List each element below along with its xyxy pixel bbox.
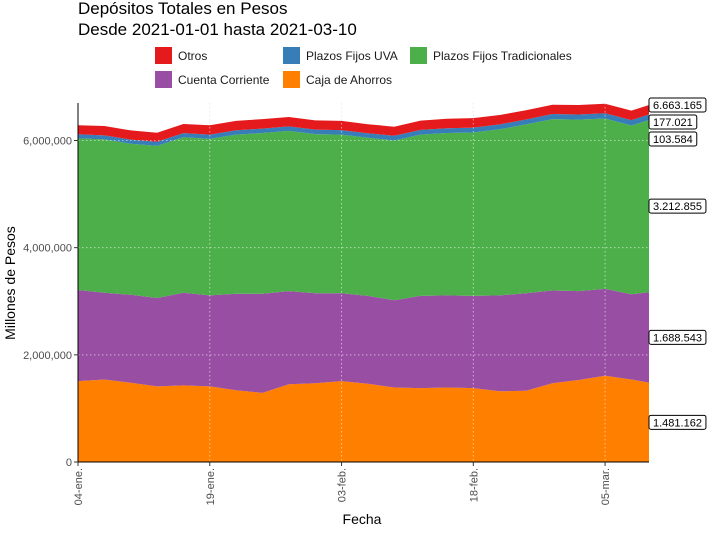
legend-item-otros: Otros [155,47,207,64]
end-label-cuenta-corriente: 1.688.543 [648,329,707,345]
legend-label: Cuenta Corriente [178,73,270,87]
area-otros [78,103,649,142]
y-tick-label: 0 [66,457,72,469]
end-label-caja-de-ahorros: 1.481.162 [648,414,707,430]
legend-swatch [283,47,300,64]
end-value-labels: 6.663.165 177.021 103.584 3.212.855 1.688.54… [648,97,707,430]
end-label-box [648,198,707,214]
legend-swatch [155,71,172,88]
end-label-value: 6.663.165 [653,100,702,112]
series-areas [77,103,649,462]
legend-item-plazos-fijos-tradicionales: Plazos Fijos Tradicionales [410,47,572,64]
end-label-box [648,97,707,113]
x-tick-label: 05-mar. [600,468,612,505]
legend: Otros Plazos Fijos UVA Plazos Fijos Tradic… [155,47,572,88]
legend-swatch [155,47,172,64]
end-label-otros: 177.021 [648,114,698,130]
chart-title: Depósitos Totales en Pesos [78,0,287,18]
y-tick-label: 2,000,000 [23,350,72,362]
y-tick-label: 6,000,000 [23,136,72,148]
end-label-box [648,131,698,147]
end-label-total: 6.663.165 [648,97,707,113]
end-label-value: 1.688.543 [653,332,702,344]
end-label-plazos-fijos-tradicionales: 3.212.855 [648,198,707,214]
chart-subtitle: Desde 2021-01-01 hasta 2021-03-10 [78,20,357,39]
end-label-box [648,329,707,345]
x-tick-label: 04-ene. [73,468,85,505]
legend-label: Plazos Fijos UVA [306,49,398,63]
x-axis-title: Fecha [343,511,382,527]
legend-label: Caja de Ahorros [306,73,392,87]
area-plazos-fijos-uva [78,113,649,146]
area-cuenta-corriente [78,288,649,393]
legend-item-plazos-fijos-uva: Plazos Fijos UVA [283,47,398,64]
x-tick-labels: 04-ene. 19-ene. 03-feb. 18-feb. 05-mar. [73,462,612,505]
end-label-box [648,414,707,430]
y-axis-title: Millones de Pesos [2,226,18,340]
end-label-plazos-fijos-uva: 103.584 [648,131,698,147]
legend-label: Otros [178,49,207,63]
x-tick-label: 19-ene. [205,468,217,505]
end-label-value: 3.212.855 [653,201,702,213]
y-tick-labels: 0 2,000,000 4,000,000 6,000,000 [23,136,78,469]
end-label-value: 177.021 [653,117,693,129]
end-label-box [648,114,698,130]
legend-item-cuenta-corriente: Cuenta Corriente [155,71,270,88]
legend-label: Plazos Fijos Tradicionales [433,49,572,63]
y-tick-label: 4,000,000 [23,243,72,255]
area-caja-de-ahorros [78,375,649,462]
legend-swatch [410,47,427,64]
x-tick-label: 03-feb. [337,468,349,502]
end-label-value: 1.481.162 [653,417,702,429]
axes [77,103,649,463]
x-tick-label: 18-feb. [468,468,480,502]
end-label-value: 103.584 [653,134,693,146]
legend-item-caja-de-ahorros: Caja de Ahorros [283,71,392,88]
area-plazos-fijos-tradicionales [78,118,649,301]
legend-swatch [283,71,300,88]
